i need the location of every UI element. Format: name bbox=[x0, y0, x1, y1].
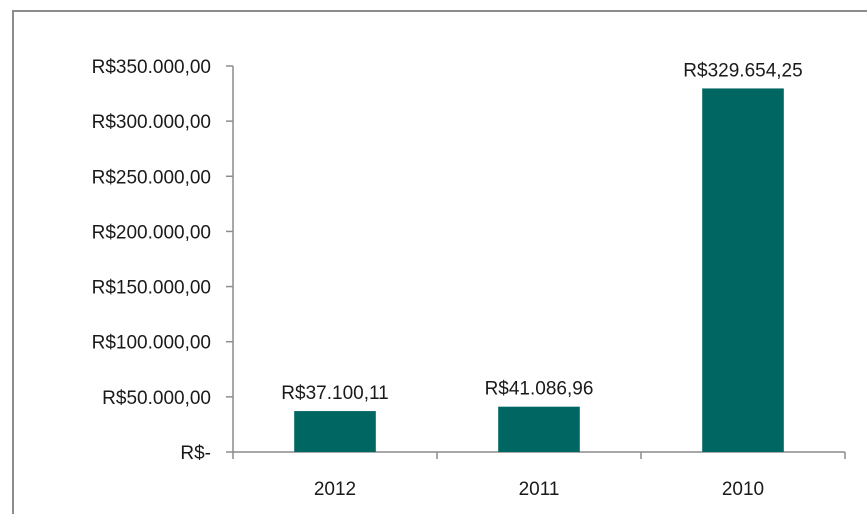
y-tick-label: R$200.000,00 bbox=[92, 222, 211, 243]
y-tick-label: R$150.000,00 bbox=[92, 278, 211, 299]
y-tick-label: R$50.000,00 bbox=[102, 388, 211, 409]
y-axis: R$- R$50.000,00 R$100.000,00 R$150.000,00 R$… bbox=[92, 57, 234, 464]
y-tick-label: R$250.000,00 bbox=[92, 167, 211, 188]
bar-2012 bbox=[294, 411, 376, 452]
y-tick-label: R$100.000,00 bbox=[92, 333, 211, 354]
data-label-2012: R$37.100,11 bbox=[281, 383, 388, 404]
data-label-2011: R$41.086,96 bbox=[485, 379, 594, 400]
chart-frame bbox=[12, 10, 867, 514]
x-tick-label: 2010 bbox=[722, 479, 764, 500]
bars bbox=[294, 88, 784, 453]
data-label-2010: R$329.654,25 bbox=[683, 60, 802, 81]
x-axis: 2012 2011 2010 bbox=[232, 451, 846, 500]
bar-2011 bbox=[498, 406, 580, 452]
y-tick-label: R$300.000,00 bbox=[92, 112, 211, 133]
y-tick-label: R$- bbox=[180, 443, 211, 464]
data-labels: R$37.100,11 R$41.086,96 R$329.654,25 bbox=[281, 60, 802, 404]
bar-2010 bbox=[702, 88, 784, 453]
x-tick-label: 2011 bbox=[519, 479, 560, 500]
y-tick-label: R$350.000,00 bbox=[92, 57, 211, 78]
x-tick-label: 2012 bbox=[314, 479, 356, 500]
